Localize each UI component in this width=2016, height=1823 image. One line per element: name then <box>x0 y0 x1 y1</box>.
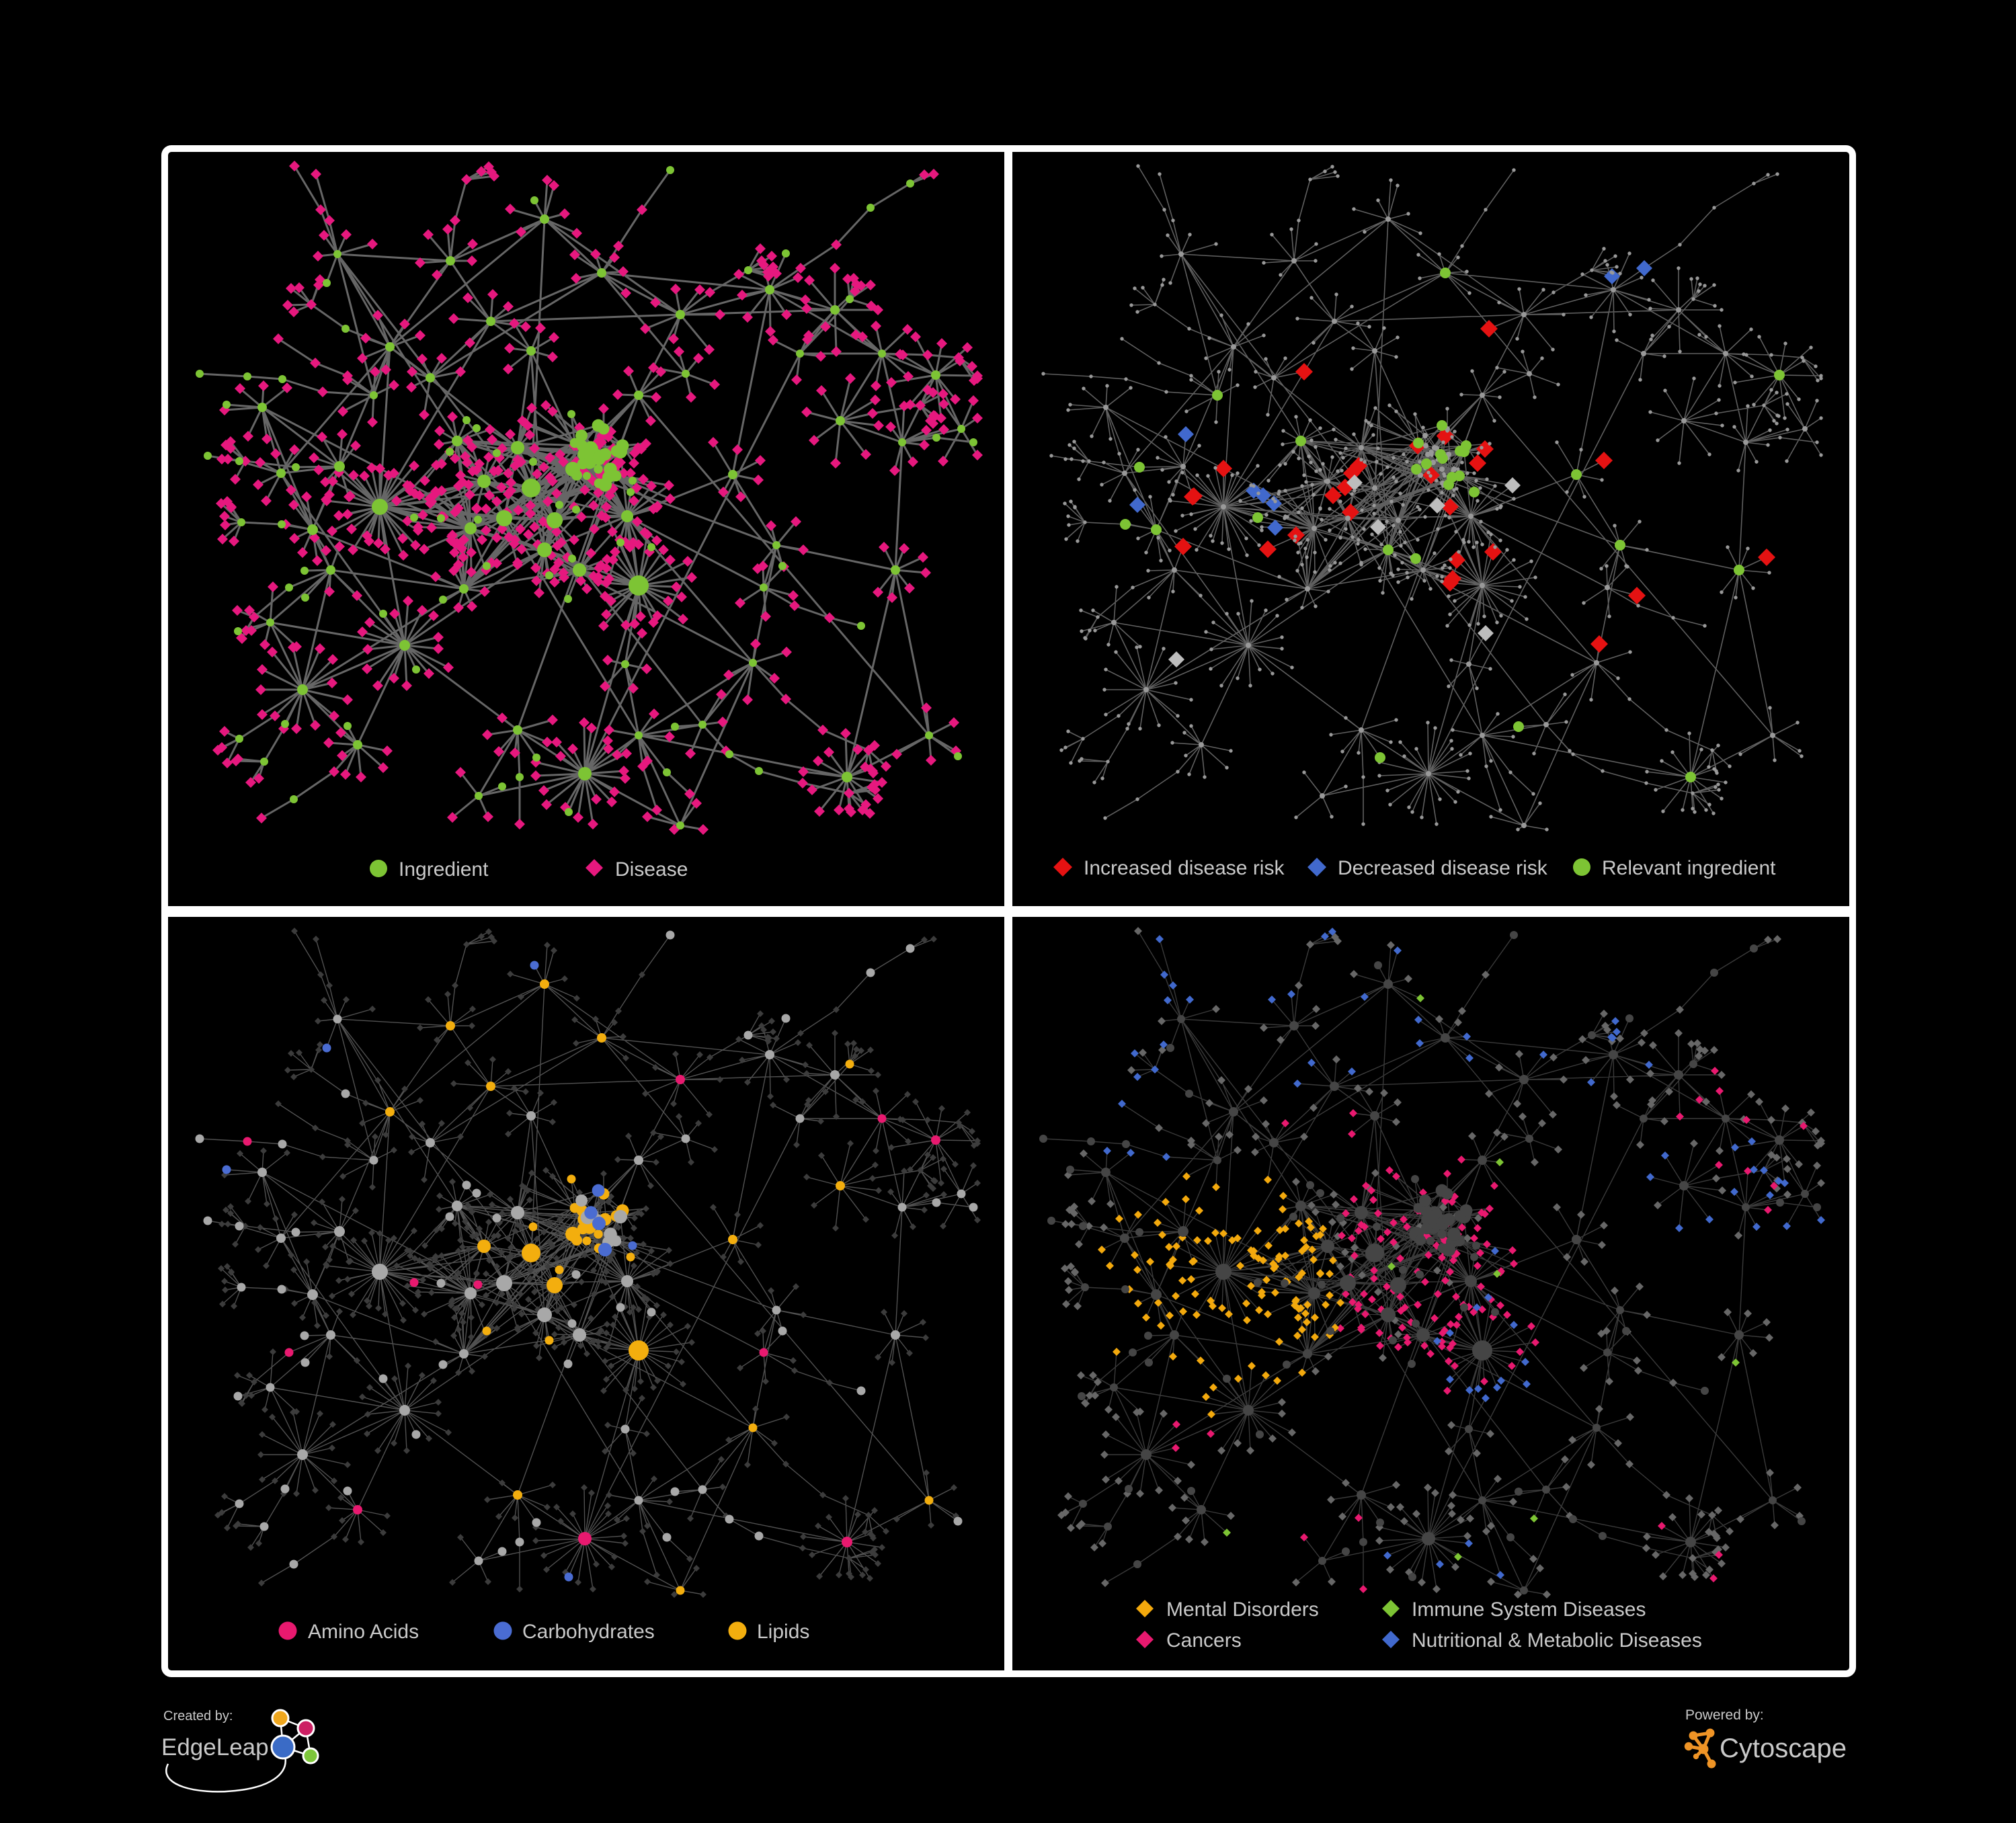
svg-text:Amino Acids: Amino Acids <box>308 1621 419 1643</box>
svg-text:Lipids: Lipids <box>757 1621 809 1643</box>
svg-text:Disease: Disease <box>615 858 688 881</box>
svg-text:Created by:: Created by: <box>163 1709 233 1724</box>
svg-text:Decreased disease risk: Decreased disease risk <box>1338 857 1548 879</box>
svg-text:Increased disease risk: Increased disease risk <box>1084 857 1285 879</box>
svg-text:Cancers: Cancers <box>1166 1629 1242 1652</box>
svg-text:Nutritional & Metabolic Diseas: Nutritional & Metabolic Diseases <box>1412 1629 1702 1652</box>
svg-text:Immune System Diseases: Immune System Diseases <box>1412 1598 1646 1621</box>
svg-text:Ingredient: Ingredient <box>399 858 489 881</box>
svg-text:Mental Disorders: Mental Disorders <box>1166 1598 1319 1621</box>
svg-text:Powered by:: Powered by: <box>1685 1707 1764 1723</box>
svg-text:Cytoscape: Cytoscape <box>1720 1734 1847 1763</box>
svg-text:Relevant ingredient: Relevant ingredient <box>1602 857 1776 879</box>
svg-text:Carbohydrates: Carbohydrates <box>522 1621 655 1643</box>
svg-text:EdgeLeap: EdgeLeap <box>161 1734 269 1760</box>
